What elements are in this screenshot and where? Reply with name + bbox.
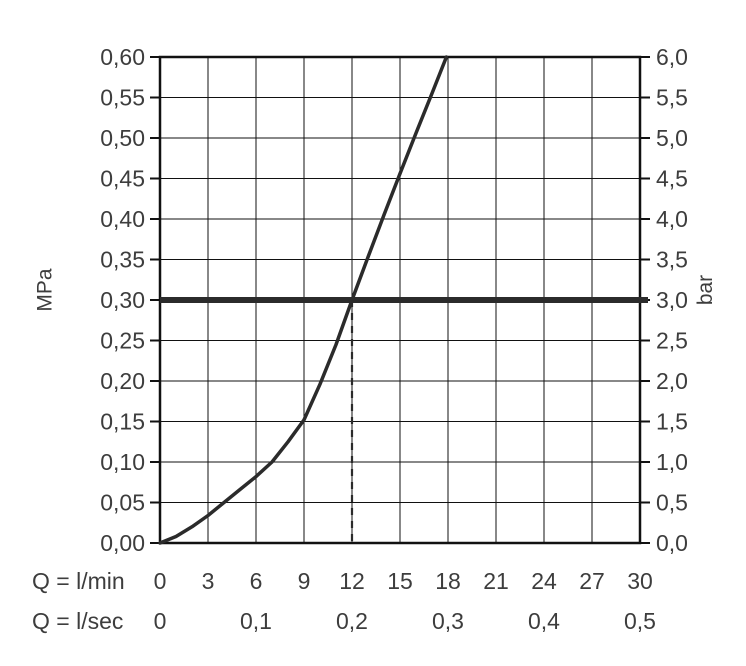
x-secondary-tick-label: 0	[154, 608, 167, 634]
x-primary-tick-label: 24	[531, 568, 557, 594]
y-left-tick-label: 0,45	[100, 166, 145, 192]
y-right-tick-label: 2,0	[656, 368, 688, 394]
x-secondary-tick-label: 0,5	[624, 608, 656, 634]
y-right-tick-label: 1,0	[656, 449, 688, 475]
y-right-tick-label: 1,5	[656, 409, 688, 435]
x-primary-tick-label: 0	[154, 568, 167, 594]
x-primary-tick-label: 6	[250, 568, 263, 594]
x-axis-primary-title: Q = l/min	[32, 568, 125, 594]
y-right-axis-title: bar	[694, 274, 718, 306]
x-primary-tick-label: 21	[483, 568, 509, 594]
x-primary-tick-label: 18	[435, 568, 461, 594]
flow-curve	[158, 55, 449, 545]
x-axis-secondary-title: Q = l/sec	[32, 608, 124, 634]
x-primary-tick-label: 12	[339, 568, 365, 594]
x-primary-tick-label: 27	[579, 568, 605, 594]
y-left-tick-label: 0,00	[100, 530, 145, 556]
y-right-tick-label: 0,0	[656, 530, 688, 556]
x-secondary-tick-label: 0,2	[336, 608, 368, 634]
y-left-tick-label: 0,40	[100, 206, 145, 232]
y-left-tick-label: 0,25	[100, 328, 145, 354]
y-left-axis-title: MPa	[33, 268, 57, 312]
y-left-tick-label: 0,05	[100, 490, 145, 516]
y-right-tick-label: 5,5	[656, 85, 688, 111]
x-secondary-tick-label: 0,4	[528, 608, 560, 634]
y-right-tick-label: 3,5	[656, 247, 688, 273]
y-left-tick-label: 0,10	[100, 449, 145, 475]
y-right-tick-label: 2,5	[656, 328, 688, 354]
x-secondary-tick-label: 0,1	[240, 608, 272, 634]
y-right-tick-label: 6,0	[656, 44, 688, 70]
y-right-tick-label: 5,0	[656, 125, 688, 151]
y-left-tick-label: 0,15	[100, 409, 145, 435]
x-primary-tick-label: 15	[387, 568, 413, 594]
y-left-tick-label: 0,60	[100, 44, 145, 70]
x-primary-tick-label: 30	[627, 568, 653, 594]
y-left-tick-label: 0,20	[100, 368, 145, 394]
y-left-tick-label: 0,30	[100, 287, 145, 313]
y-left-tick-label: 0,35	[100, 247, 145, 273]
y-right-tick-label: 4,0	[656, 206, 688, 232]
y-left-tick-label: 0,55	[100, 85, 145, 111]
x-secondary-tick-label: 0,3	[432, 608, 464, 634]
x-primary-tick-label: 3	[202, 568, 215, 594]
x-primary-tick-label: 9	[298, 568, 311, 594]
y-right-tick-label: 3,0	[656, 287, 688, 313]
y-right-tick-label: 4,5	[656, 166, 688, 192]
y-right-tick-label: 0,5	[656, 490, 688, 516]
y-left-tick-label: 0,50	[100, 125, 145, 151]
